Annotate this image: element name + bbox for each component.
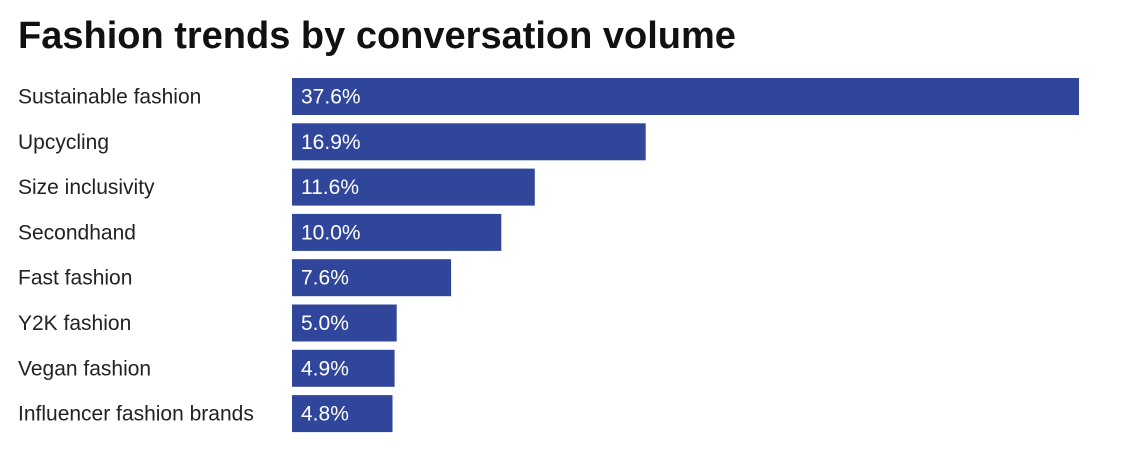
bar	[292, 123, 646, 161]
value-label: 10.0%	[301, 221, 361, 244]
bar	[292, 259, 452, 297]
category-label: Upcycling	[18, 131, 109, 154]
category-label: Fast fashion	[18, 267, 132, 290]
category-label: Vegan fashion	[18, 357, 151, 380]
value-label: 4.8%	[301, 403, 349, 426]
chart-title: Fashion trends by conversation volume	[18, 15, 736, 57]
value-label: 7.6%	[301, 267, 349, 290]
bar	[292, 213, 502, 251]
category-label: Sustainable fashion	[18, 86, 201, 109]
category-label: Influencer fashion brands	[18, 403, 254, 426]
category-label: Size inclusivity	[18, 176, 155, 199]
value-label: 5.0%	[301, 312, 349, 335]
category-label: Y2K fashion	[18, 312, 131, 335]
bar	[292, 349, 395, 387]
value-label: 4.9%	[301, 357, 349, 380]
bar	[292, 168, 535, 206]
bars-layer: Sustainable fashion 37.6% Upcycling 16.9% Si…	[18, 78, 1079, 433]
bar	[292, 78, 1079, 115]
category-label: Secondhand	[18, 221, 136, 244]
value-label: 16.9%	[301, 131, 361, 154]
bar	[292, 395, 393, 433]
bar	[292, 304, 397, 342]
value-label: 37.6%	[301, 86, 361, 109]
value-label: 11.6%	[301, 176, 359, 199]
